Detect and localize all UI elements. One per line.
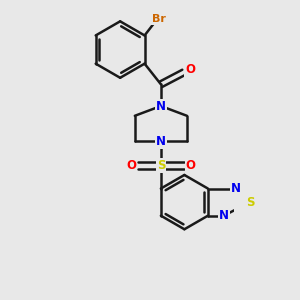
Text: O: O: [126, 159, 136, 172]
Text: N: N: [156, 135, 166, 148]
Text: N: N: [156, 100, 166, 112]
Text: S: S: [246, 196, 254, 208]
Text: O: O: [185, 63, 195, 76]
Text: N: N: [219, 209, 229, 222]
Text: O: O: [186, 159, 196, 172]
Text: N: N: [231, 182, 241, 195]
Text: S: S: [157, 159, 165, 172]
Text: Br: Br: [152, 14, 166, 24]
